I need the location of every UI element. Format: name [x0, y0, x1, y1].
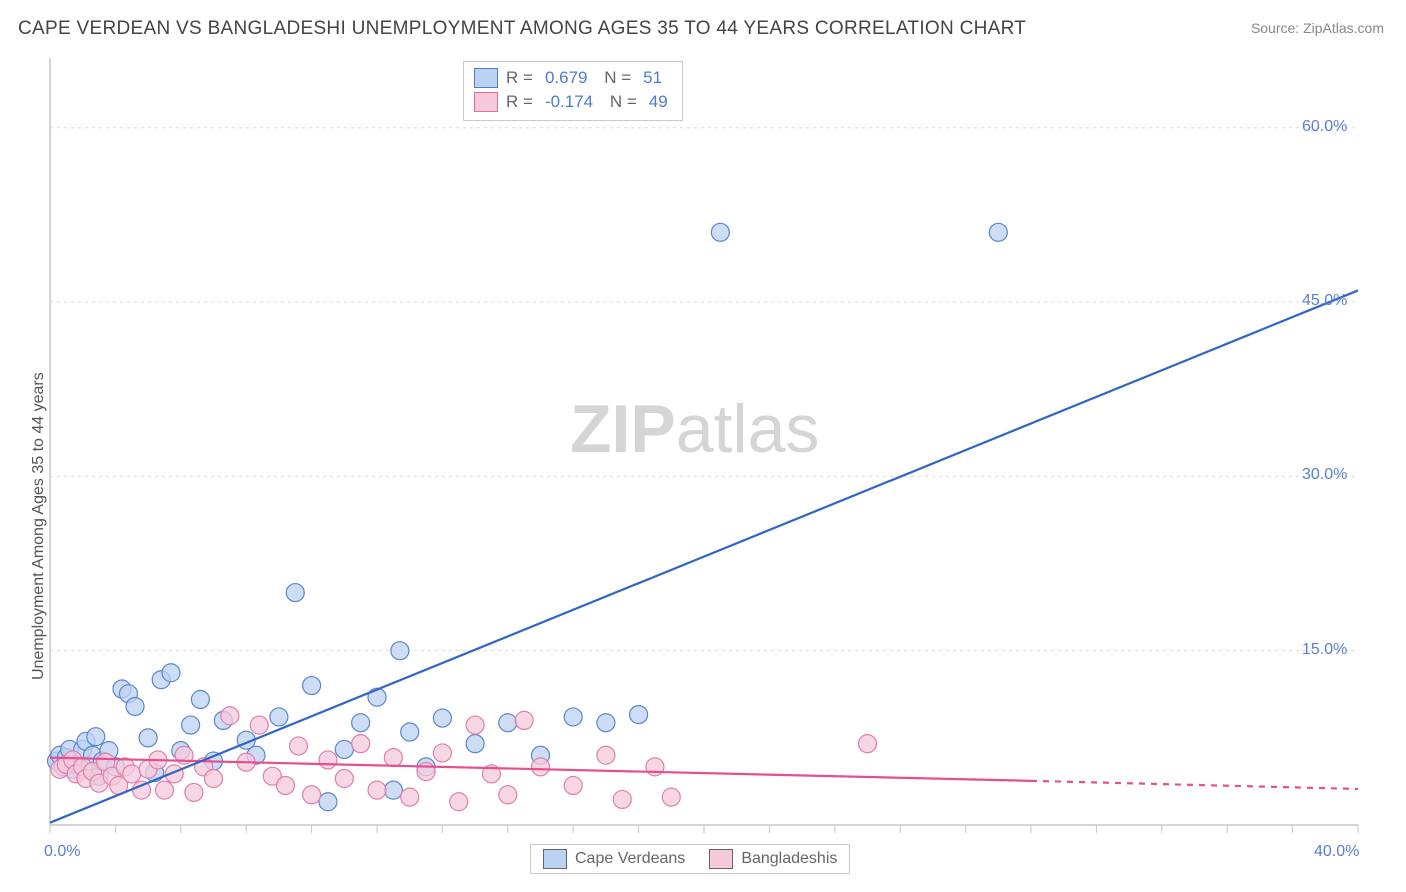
- legend-item-pink: Bangladeshis: [709, 849, 837, 869]
- data-point: [162, 664, 180, 682]
- x-tick-label: 40.0%: [1314, 843, 1359, 861]
- data-point: [466, 735, 484, 753]
- data-point: [286, 584, 304, 602]
- data-point: [859, 735, 877, 753]
- legend-item-blue: Cape Verdeans: [543, 849, 685, 869]
- data-point: [515, 711, 533, 729]
- legend-label-pink: Bangladeshis: [741, 850, 837, 868]
- data-point: [182, 716, 200, 734]
- stat-N-label: N =: [599, 66, 631, 90]
- data-point: [185, 783, 203, 801]
- data-point: [352, 714, 370, 732]
- y-tick-label: 60.0%: [1302, 118, 1347, 136]
- data-point: [384, 749, 402, 767]
- data-point: [499, 786, 517, 804]
- data-point: [646, 758, 664, 776]
- stat-N-pink: 49: [649, 90, 668, 114]
- data-point: [564, 776, 582, 794]
- stat-N-label2: N =: [605, 90, 637, 114]
- data-point: [433, 709, 451, 727]
- data-point: [319, 793, 337, 811]
- data-point: [139, 729, 157, 747]
- data-point: [989, 223, 1007, 241]
- data-point: [352, 735, 370, 753]
- legend: Cape Verdeans Bangladeshis: [530, 844, 850, 874]
- data-point: [290, 737, 308, 755]
- data-point: [368, 688, 386, 706]
- stat-R-label: R =: [506, 66, 533, 90]
- data-point: [303, 786, 321, 804]
- data-point: [384, 781, 402, 799]
- y-tick-label: 15.0%: [1302, 641, 1347, 659]
- data-point: [391, 642, 409, 660]
- stats-row-blue: R = 0.679 N = 51: [474, 66, 672, 90]
- y-tick-label: 45.0%: [1302, 292, 1347, 310]
- data-point: [87, 728, 105, 746]
- data-point: [401, 723, 419, 741]
- swatch-pink-icon: [474, 92, 498, 112]
- data-point: [205, 770, 223, 788]
- y-tick-label: 30.0%: [1302, 466, 1347, 484]
- data-point: [597, 746, 615, 764]
- stats-row-pink: R = -0.174 N = 49: [474, 90, 672, 114]
- data-point: [250, 716, 268, 734]
- regression-line-blue: [50, 290, 1358, 822]
- data-point: [276, 776, 294, 794]
- data-point: [126, 697, 144, 715]
- data-point: [191, 690, 209, 708]
- data-point: [597, 714, 615, 732]
- data-point: [417, 763, 435, 781]
- data-point: [532, 758, 550, 776]
- data-point: [450, 793, 468, 811]
- stats-box: R = 0.679 N = 51 R = -0.174 N = 49: [463, 61, 683, 121]
- data-point: [433, 744, 451, 762]
- legend-label-blue: Cape Verdeans: [575, 850, 685, 868]
- data-point: [335, 770, 353, 788]
- stat-R-label2: R =: [506, 90, 533, 114]
- stat-R-pink: -0.174: [545, 90, 593, 114]
- regression-line-pink-ext: [1031, 781, 1358, 789]
- legend-swatch-pink-icon: [709, 849, 733, 869]
- data-point: [155, 781, 173, 799]
- data-point: [319, 751, 337, 769]
- stat-N-blue: 51: [643, 66, 662, 90]
- data-point: [401, 788, 419, 806]
- data-point: [662, 788, 680, 806]
- legend-swatch-blue-icon: [543, 849, 567, 869]
- data-point: [335, 740, 353, 758]
- data-point: [630, 706, 648, 724]
- data-point: [368, 781, 386, 799]
- stat-R-blue: 0.679: [545, 66, 588, 90]
- x-tick-label: 0.0%: [44, 843, 80, 861]
- data-point: [613, 790, 631, 808]
- swatch-blue-icon: [474, 68, 498, 88]
- data-point: [270, 708, 288, 726]
- data-point: [466, 716, 484, 734]
- data-point: [221, 707, 239, 725]
- data-point: [303, 677, 321, 695]
- data-point: [499, 714, 517, 732]
- data-point: [711, 223, 729, 241]
- data-point: [123, 765, 141, 783]
- data-point: [564, 708, 582, 726]
- scatter-chart: [0, 0, 1406, 892]
